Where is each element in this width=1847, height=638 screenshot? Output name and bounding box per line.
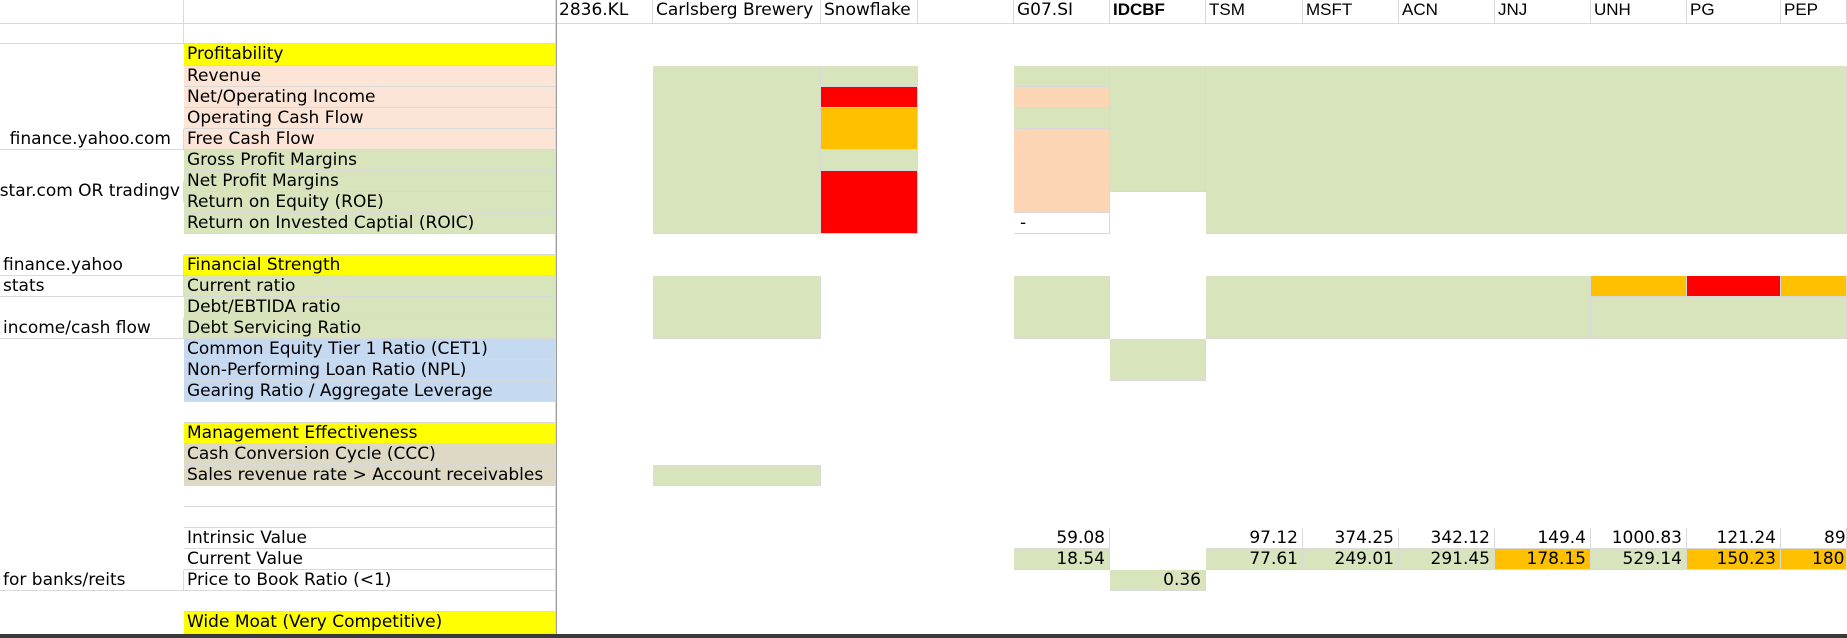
note-banks-reits[interactable]: for banks/reits: [0, 570, 184, 591]
g07-revenue-cell[interactable]: [1014, 66, 1110, 87]
tsm-current-value[interactable]: 77.61: [1206, 549, 1303, 570]
frozen-column-divider: [556, 0, 557, 638]
source-morningstar[interactable]: gstar.com OR tradingv: [0, 181, 184, 202]
jnj-current-value[interactable]: 178.15: [1495, 549, 1591, 570]
header-blank-a[interactable]: [0, 0, 184, 24]
metric-npl[interactable]: Non-Performing Loan Ratio (NPL): [184, 360, 556, 381]
metric-roic[interactable]: Return on Invested Captial (ROIC): [184, 213, 556, 234]
pep-intrinsic-value[interactable]: 89: [1781, 528, 1847, 549]
metric-roe[interactable]: Return on Equity (ROE): [184, 192, 556, 213]
source-yahoo[interactable]: finance.yahoo.com: [0, 129, 184, 150]
carlsberg-sales-rate-cell[interactable]: [653, 465, 821, 486]
ticker-unh[interactable]: UNH: [1591, 0, 1687, 24]
unh-intrinsic-value[interactable]: 1000.83: [1591, 528, 1687, 549]
metric-operating-cash-flow[interactable]: Operating Cash Flow: [184, 108, 556, 129]
pep-current-ratio-cell[interactable]: [1781, 276, 1847, 297]
ticker-msft[interactable]: MSFT: [1303, 0, 1399, 24]
pg-current-ratio-cell[interactable]: [1687, 276, 1781, 297]
cell[interactable]: [184, 486, 556, 507]
section-management[interactable]: Management Effectiveness: [184, 423, 556, 444]
g07-strength-cells[interactable]: [1014, 276, 1110, 339]
metric-intrinsic-value[interactable]: Intrinsic Value: [184, 528, 556, 549]
ticker-tsm[interactable]: TSM: [1206, 0, 1303, 24]
large-cap-strength-cells[interactable]: [1206, 276, 1591, 339]
acn-intrinsic-value[interactable]: 342.12: [1399, 528, 1495, 549]
idcbf-profitability-cells[interactable]: [1110, 66, 1206, 192]
msft-intrinsic-value[interactable]: 374.25: [1303, 528, 1399, 549]
metric-current-ratio[interactable]: Current ratio: [184, 276, 556, 297]
snowflake-margin-return-cells[interactable]: [821, 171, 918, 234]
g07-net-income-cell[interactable]: [1014, 87, 1110, 108]
cell[interactable]: [184, 591, 556, 612]
carlsberg-profitability-cells[interactable]: [653, 66, 821, 234]
unh-current-ratio-cell[interactable]: [1591, 276, 1687, 297]
g07-roic-cell[interactable]: -: [1014, 213, 1110, 234]
section-profitability[interactable]: Profitability: [184, 44, 556, 66]
ticker-blank[interactable]: [918, 0, 1014, 24]
acn-current-value[interactable]: 291.45: [1399, 549, 1495, 570]
g07-fcf-to-roe-cells[interactable]: [1014, 129, 1110, 213]
source-stats[interactable]: stats: [0, 276, 184, 297]
source-morningstar-text: gstar.com OR tradingv: [0, 181, 180, 201]
ticker-idcbf[interactable]: IDCBF: [1110, 0, 1206, 24]
snowflake-revenue-cell[interactable]: [821, 66, 918, 87]
jnj-intrinsic-value[interactable]: 149.4: [1495, 528, 1591, 549]
metric-debt-servicing[interactable]: Debt Servicing Ratio: [184, 318, 556, 339]
snowflake-net-income-cell[interactable]: [821, 87, 918, 108]
carlsberg-strength-cells[interactable]: [653, 276, 821, 339]
metric-debt-ebitda[interactable]: Debt/EBTIDA ratio: [184, 297, 556, 318]
source-income[interactable]: income/cash flow: [0, 318, 184, 339]
ticker-snowflake[interactable]: Snowflake: [821, 0, 918, 24]
g07-op-cash-flow-cell[interactable]: [1014, 108, 1110, 129]
metric-sales-rate[interactable]: Sales revenue rate > Account receivables: [184, 465, 556, 486]
unh-pg-pep-strength-cells[interactable]: [1591, 297, 1847, 339]
ticker-pep[interactable]: PEP: [1781, 0, 1847, 24]
ticker-g07si[interactable]: G07.SI: [1014, 0, 1110, 24]
ticker-acn[interactable]: ACN: [1399, 0, 1495, 24]
metric-cet1[interactable]: Common Equity Tier 1 Ratio (CET1): [184, 339, 556, 360]
cell[interactable]: [184, 402, 556, 423]
sheet-bottom-edge: [0, 634, 1847, 638]
section-financial-strength[interactable]: Financial Strength: [184, 255, 556, 276]
snowflake-gross-margin-cell[interactable]: [821, 150, 918, 171]
tsm-intrinsic-value[interactable]: 97.12: [1206, 528, 1303, 549]
metric-price-to-book[interactable]: Price to Book Ratio (<1): [184, 570, 556, 591]
pg-intrinsic-value[interactable]: 121.24: [1687, 528, 1781, 549]
ticker-pg[interactable]: PG: [1687, 0, 1781, 24]
metric-ccc[interactable]: Cash Conversion Cycle (CCC): [184, 444, 556, 465]
g07-current-value[interactable]: 18.54: [1014, 549, 1110, 570]
cell[interactable]: [184, 234, 556, 255]
section-wide-moat[interactable]: Wide Moat (Very Competitive): [184, 612, 556, 634]
metric-free-cash-flow[interactable]: Free Cash Flow: [184, 129, 556, 150]
large-cap-profitability-cells[interactable]: [1206, 66, 1847, 234]
cell[interactable]: [184, 24, 556, 44]
unh-current-value[interactable]: 529.14: [1591, 549, 1687, 570]
header-blank-b[interactable]: [184, 0, 556, 24]
cell[interactable]: [184, 507, 556, 528]
idcbf-price-to-book[interactable]: 0.36: [1110, 570, 1206, 591]
metric-current-value[interactable]: Current Value: [184, 549, 556, 570]
ticker-carlsberg[interactable]: Carlsberg Brewery: [653, 0, 821, 24]
cell[interactable]: [0, 24, 184, 44]
ticker-jnj[interactable]: JNJ: [1495, 0, 1591, 24]
g07-intrinsic-value[interactable]: 59.08: [1014, 528, 1110, 549]
metric-net-margin[interactable]: Net Profit Margins: [184, 171, 556, 192]
snowflake-cash-flow-cells[interactable]: [821, 108, 918, 150]
metric-gross-margin[interactable]: Gross Profit Margins: [184, 150, 556, 171]
ticker-2836kl[interactable]: 2836.KL: [556, 0, 653, 24]
metric-net-income[interactable]: Net/Operating Income: [184, 87, 556, 108]
pg-current-value[interactable]: 150.23: [1687, 549, 1781, 570]
source-yahoo-2[interactable]: finance.yahoo: [0, 255, 184, 276]
idcbf-bank-ratio-cells[interactable]: [1110, 339, 1206, 381]
metric-revenue[interactable]: Revenue: [184, 66, 556, 87]
msft-current-value[interactable]: 249.01: [1303, 549, 1399, 570]
metric-gearing[interactable]: Gearing Ratio / Aggregate Leverage: [184, 381, 556, 402]
pep-current-value[interactable]: 180: [1781, 549, 1847, 570]
